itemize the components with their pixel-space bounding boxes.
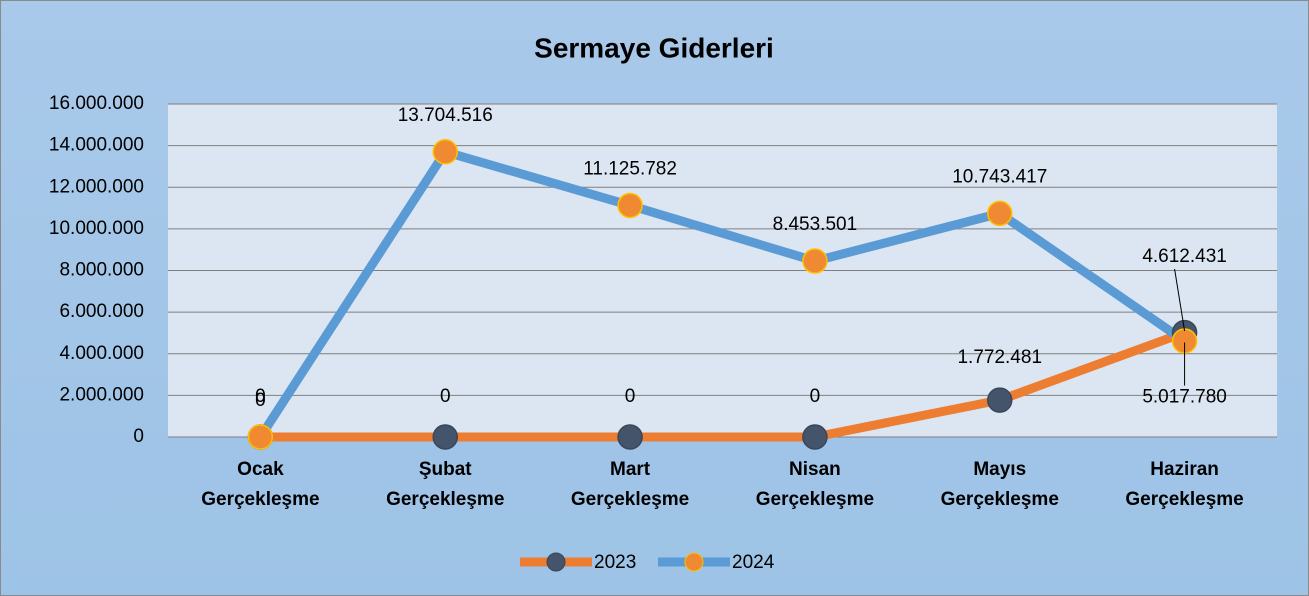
data-label: 0 [440, 386, 451, 407]
legend-marker [546, 552, 566, 572]
y-tick-label: 4.000.000 [59, 343, 144, 364]
data-point [987, 200, 1013, 227]
data-label: 11.125.782 [583, 158, 677, 179]
data-point [432, 139, 458, 165]
legend-marker [684, 552, 704, 572]
y-tick-label: 2.000.000 [59, 384, 144, 405]
series-line [260, 328, 1187, 442]
data-point [247, 424, 274, 450]
legend-label: 2024 [732, 552, 775, 573]
x-tick-label: Mart Gerçekleşme [571, 459, 689, 510]
series-line [256, 147, 1188, 440]
y-tick-label: 16.000.000 [49, 93, 144, 114]
data-label: 0 [625, 386, 636, 407]
y-tick-label: 6.000.000 [59, 301, 144, 322]
data-point [617, 424, 643, 450]
x-tick-label: Şubat Gerçekleşme [386, 459, 504, 510]
y-tick-label: 12.000.000 [49, 176, 144, 197]
x-tick-label: Ocak Gerçekleşme [201, 459, 319, 510]
y-tick-label: 10.000.000 [49, 218, 144, 239]
data-point [802, 248, 828, 274]
data-point [987, 387, 1013, 413]
data-label: 8.453.501 [773, 214, 858, 235]
data-label: 0 [255, 386, 266, 407]
y-tick-label: 14.000.000 [49, 135, 144, 156]
x-tick-label: Nisan Gerçekleşme [756, 459, 874, 510]
data-label: 10.743.417 [952, 166, 1047, 187]
x-tick-label: Mayıs Gerçekleşme [941, 459, 1059, 510]
data-label: 13.704.516 [398, 105, 493, 126]
leader-line [1174, 268, 1186, 332]
data-point [802, 424, 828, 450]
legend-label: 2023 [594, 552, 636, 573]
chart-title: Sermaye Giderleri [534, 32, 774, 63]
data-label: 0 [810, 386, 821, 407]
data-label: 1.772.481 [957, 347, 1042, 368]
y-tick-label: 0 [133, 426, 144, 447]
data-label: 5.017.780 [1142, 387, 1227, 408]
data-point [432, 424, 458, 450]
data-label: 4.612.431 [1142, 246, 1227, 267]
data-point [617, 192, 643, 219]
y-tick-label: 8.000.000 [59, 260, 144, 281]
data-label: 0 [255, 390, 266, 411]
x-tick-label: Haziran Gerçekleşme [1125, 459, 1243, 510]
